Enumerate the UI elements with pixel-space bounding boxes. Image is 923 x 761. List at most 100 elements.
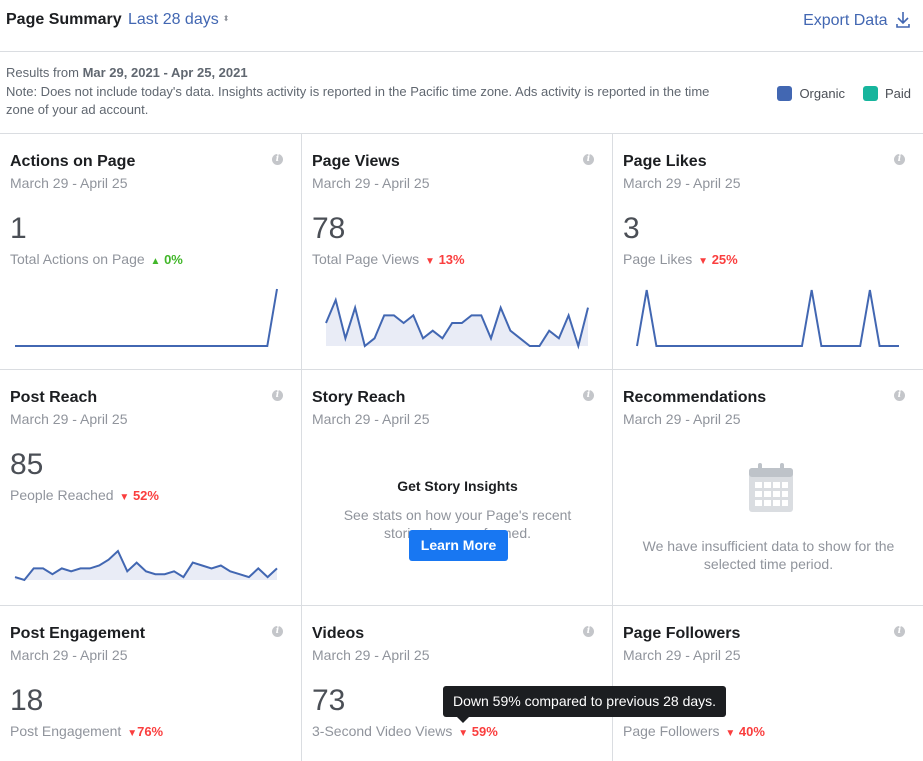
card-subtitle: Total Actions on Page ▲ 0% (10, 251, 183, 267)
sparkline-line (636, 289, 899, 347)
card-story-reach: Story Reach March 29 - April 25 i Get St… (302, 370, 613, 606)
card-title: Post Reach (10, 389, 98, 406)
story-insights-heading: Get Story Insights (397, 478, 518, 494)
arrow-down-icon: ▼ (425, 256, 435, 267)
card-date: March 29 - April 25 (623, 411, 741, 427)
info-icon[interactable]: i (894, 390, 905, 401)
card-subtitle: People Reached ▼ 52% (10, 487, 159, 503)
card-title: Videos (312, 625, 365, 642)
legend-organic: Organic (777, 86, 845, 101)
card-title: Recommendations (623, 389, 767, 406)
arrow-down-icon: ▼ (698, 256, 709, 267)
sparkline-chart (14, 549, 278, 582)
info-icon[interactable]: i (583, 154, 594, 165)
card-subtitle-label: 3-Second Video Views (312, 723, 453, 739)
sort-caret-icon: ⬍ (222, 14, 230, 23)
date-range-label: Last 28 days (128, 11, 219, 28)
card-subtitle-label: Post Engagement (10, 723, 122, 739)
timezone-note: Note: Does not include today's data. Ins… (6, 84, 710, 117)
info-icon[interactable]: i (894, 626, 905, 637)
card-value: 3 (623, 212, 640, 245)
insights-grid: Actions on Page March 29 - April 25 i 1 … (0, 134, 923, 761)
card-post-reach[interactable]: Post Reach March 29 - April 25 i 85 Peop… (0, 370, 302, 606)
legend-organic-label: Organic (799, 86, 845, 101)
paid-swatch (862, 86, 878, 101)
card-title: Page Likes (623, 153, 707, 170)
sparkline-area (15, 551, 277, 580)
card-value: 18 (10, 684, 44, 717)
card-date: March 29 - April 25 (312, 175, 430, 191)
arrow-down-icon: ▼ (458, 728, 469, 739)
change-value: 76% (137, 724, 164, 739)
card-actions-on-page[interactable]: Actions on Page March 29 - April 25 i 1 … (0, 134, 302, 370)
sparkline-chart (325, 296, 589, 350)
sparkline-line (14, 549, 278, 582)
results-info: Results from Mar 29, 2021 - Apr 25, 2021… (0, 52, 923, 134)
page-title: Page Summary (6, 11, 122, 28)
sparkline-chart (636, 289, 899, 347)
card-post-engagement[interactable]: Post Engagement March 29 - April 25 i 18… (0, 606, 302, 761)
change-indicator[interactable]: ▲ 0% (149, 252, 183, 267)
card-date: March 29 - April 25 (10, 411, 128, 427)
card-title: Page Views (312, 153, 400, 170)
sparkline-line (15, 288, 278, 347)
change-value: 25% (711, 252, 738, 267)
card-videos[interactable]: Videos March 29 - April 25 i 73 3-Second… (302, 606, 613, 761)
arrow-up-icon: ▲ (150, 256, 161, 267)
change-indicator[interactable]: ▼ 40% (723, 724, 765, 739)
arrow-down-icon: ▼ (127, 728, 138, 739)
info-icon[interactable]: i (583, 390, 594, 401)
card-date: March 29 - April 25 (312, 647, 430, 663)
change-indicator[interactable]: ▼ 59% (456, 724, 498, 739)
card-title: Actions on Page (10, 153, 136, 170)
results-range-text: Results from Mar 29, 2021 - Apr 25, 2021 (6, 65, 248, 80)
change-indicator[interactable]: ▼ 52% (117, 488, 159, 503)
arrow-down-icon: ▼ (119, 492, 130, 503)
export-data-button[interactable]: Export Data (803, 11, 911, 30)
card-date: March 29 - April 25 (10, 175, 128, 191)
card-title: Page Followers (623, 625, 741, 642)
card-page-views[interactable]: Page Views March 29 - April 25 i 78 Tota… (302, 134, 613, 370)
card-date: March 29 - April 25 (623, 647, 741, 663)
card-subtitle: Total Page Views ▼ 13% (312, 251, 465, 267)
sparkline-chart (15, 288, 278, 347)
change-tooltip: Down 59% compared to previous 28 days. (443, 686, 727, 723)
card-page-followers[interactable]: Page Followers March 29 - April 25 i Pag… (613, 606, 923, 761)
info-icon[interactable]: i (583, 626, 594, 637)
download-icon (896, 12, 910, 28)
card-subtitle-label: Page Followers (623, 723, 720, 739)
card-subtitle-label: People Reached (10, 487, 114, 503)
change-value: 59% (471, 724, 498, 739)
card-subtitle: 3-Second Video Views ▼ 59% (312, 723, 498, 739)
info-icon[interactable]: i (894, 154, 905, 165)
card-subtitle: Post Engagement ▼76% (10, 723, 163, 739)
change-indicator[interactable]: ▼ 25% (696, 252, 738, 267)
change-value: 13% (438, 252, 465, 267)
card-subtitle-label: Total Actions on Page (10, 251, 145, 267)
card-recommendations: Recommendations March 29 - April 25 i We… (613, 370, 923, 606)
info-icon[interactable]: i (272, 154, 283, 165)
card-date: March 29 - April 25 (623, 175, 741, 191)
card-subtitle: Page Followers ▼ 40% (623, 723, 765, 739)
card-value: 85 (10, 448, 44, 481)
card-title: Post Engagement (10, 625, 146, 642)
card-title: Story Reach (312, 389, 406, 406)
info-icon[interactable]: i (272, 626, 283, 637)
card-date: March 29 - April 25 (312, 411, 430, 427)
calendar-icon (749, 463, 793, 512)
chart-legend: Organic Paid (759, 86, 911, 101)
learn-more-button[interactable]: Learn More (409, 530, 508, 561)
change-value: 0% (164, 252, 183, 267)
legend-paid-label: Paid (884, 86, 911, 101)
card-subtitle-label: Page Likes (623, 251, 693, 267)
legend-paid: Paid (862, 86, 911, 101)
card-page-likes[interactable]: Page Likes March 29 - April 25 i 3 Page … (613, 134, 923, 370)
results-range: Mar 29, 2021 - Apr 25, 2021 (82, 65, 248, 80)
date-range-selector[interactable]: Last 28 days ⬍ (128, 11, 229, 29)
results-prefix: Results from (6, 65, 83, 80)
change-indicator[interactable]: ▼ 13% (423, 252, 465, 267)
info-icon[interactable]: i (272, 390, 283, 401)
card-subtitle-label: Total Page Views (312, 251, 420, 267)
change-indicator[interactable]: ▼76% (125, 724, 163, 739)
organic-swatch (777, 86, 793, 101)
